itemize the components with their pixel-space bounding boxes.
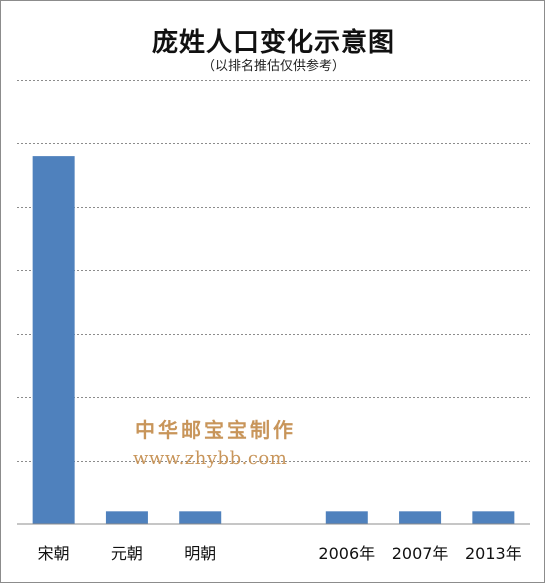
chart-subtitle: （以排名推估仅供参考） [201, 59, 345, 74]
bar [179, 511, 222, 524]
x-tick-label: 明朝 [184, 544, 216, 563]
x-tick-label: 2013年 [465, 544, 522, 563]
x-tick-label: 2007年 [392, 544, 449, 563]
chart-title: 庞姓人口变化示意图 [151, 28, 395, 58]
watermark-url: www.zhybb.com [133, 448, 288, 469]
bar [399, 511, 442, 524]
x-tick-label: 宋朝 [38, 544, 70, 563]
watermark-text: 中华邮宝宝制作 [135, 418, 296, 442]
x-tick-labels: 宋朝 元朝 明朝 2006年 2007年 2013年 [38, 544, 522, 563]
x-tick-label: 2006年 [318, 544, 375, 563]
bar [105, 511, 148, 524]
bars [32, 156, 515, 524]
bar [325, 511, 368, 524]
x-tick-label: 元朝 [111, 544, 143, 563]
gridlines [17, 80, 530, 462]
bar [472, 511, 515, 524]
bar [32, 156, 75, 524]
